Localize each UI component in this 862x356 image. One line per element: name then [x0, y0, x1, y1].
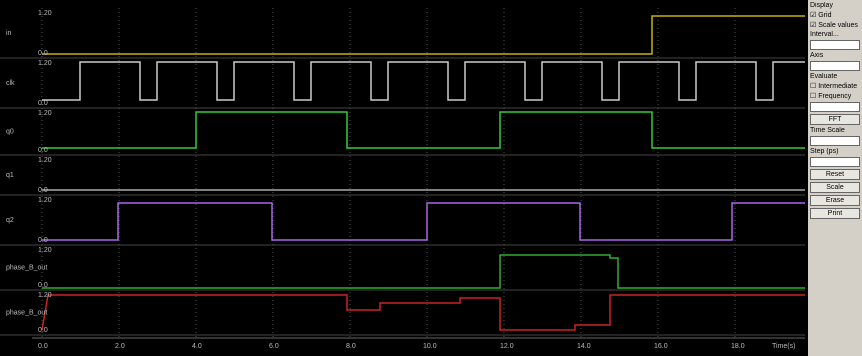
dropdown[interactable] — [810, 61, 860, 71]
print-button[interactable]: Print — [810, 208, 860, 219]
time-tick: 18.0 — [731, 343, 745, 350]
trace-q0 — [42, 111, 805, 149]
checkbox[interactable]: ☑ Grid — [810, 12, 832, 19]
range-top: 1.20 — [38, 10, 52, 17]
channel-name: phase_B_out — [6, 264, 47, 271]
time-tick: 2.0 — [115, 343, 125, 350]
checkbox[interactable]: ☑ Scale values — [810, 22, 858, 29]
label: Intermediate — [818, 83, 858, 90]
label: Grid — [818, 12, 832, 19]
channel-name: q0 — [6, 128, 14, 135]
range-top: 1.20 — [38, 157, 52, 164]
control-panel: Display ☑ Grid ☑ Scale values Interval..… — [808, 0, 862, 356]
waveform-view: in 1.20 0.0 clk 1.20 0.0 q0 1.20 0.0 q1 1.20 0.0 q2 1… — [0, 8, 805, 350]
time-axis-label: Time(s) — [772, 343, 795, 350]
label: Scale values — [818, 22, 858, 29]
input[interactable] — [810, 157, 860, 167]
label: Interval... — [810, 31, 839, 38]
time-tick: 6.0 — [269, 343, 279, 350]
channel-name: q2 — [6, 217, 14, 224]
label: Evaluate — [810, 73, 838, 80]
range-bottom: 0.0 — [38, 50, 48, 57]
reset-button[interactable]: Reset — [810, 169, 860, 180]
dropdown[interactable] — [810, 40, 860, 50]
label: Frequency — [818, 93, 852, 100]
channel-name: q1 — [6, 172, 14, 179]
range-bottom: 0.0 — [38, 237, 48, 244]
time-tick: 8.0 — [346, 343, 356, 350]
channel-name: in — [6, 30, 12, 37]
time-tick: 14.0 — [577, 343, 591, 350]
erase-button[interactable]: Erase — [810, 195, 860, 206]
range-bottom: 0.0 — [38, 282, 48, 289]
range-bottom: 0.0 — [38, 147, 48, 154]
range-bottom: 0.0 — [38, 327, 48, 334]
range-bottom: 0.0 — [38, 100, 48, 107]
range-top: 1.20 — [38, 247, 52, 254]
channel-name: clk — [6, 80, 15, 87]
trace-phase-1 — [42, 254, 805, 289]
time-tick: 10.0 — [423, 343, 437, 350]
dropdown[interactable] — [810, 136, 860, 146]
channel-name: phase_B_out — [6, 309, 47, 316]
trace-clk — [42, 61, 805, 101]
range-top: 1.20 — [38, 292, 52, 299]
range-top: 1.20 — [38, 197, 52, 204]
time-tick: 4.0 — [192, 343, 202, 350]
range-top: 1.20 — [38, 60, 52, 67]
dropdown[interactable] — [810, 102, 860, 112]
label: Axis — [810, 52, 824, 59]
checkbox[interactable]: ☐ Frequency — [810, 93, 852, 100]
trace-in — [42, 15, 805, 55]
label: Display — [810, 2, 833, 9]
scale-button[interactable]: Scale — [810, 182, 860, 193]
checkbox[interactable]: ☐ Intermediate — [810, 83, 858, 90]
trace-phase-2 — [41, 294, 805, 331]
range-top: 1.20 — [38, 110, 52, 117]
time-tick: 0.0 — [38, 343, 48, 350]
label: Time Scale — [810, 127, 845, 134]
time-tick: 16.0 — [654, 343, 668, 350]
trace-q2 — [42, 202, 805, 241]
range-bottom: 0.0 — [38, 187, 48, 194]
time-tick: 12.0 — [500, 343, 514, 350]
fft-button[interactable]: FFT — [810, 114, 860, 125]
label: Step (ps) — [810, 148, 839, 155]
